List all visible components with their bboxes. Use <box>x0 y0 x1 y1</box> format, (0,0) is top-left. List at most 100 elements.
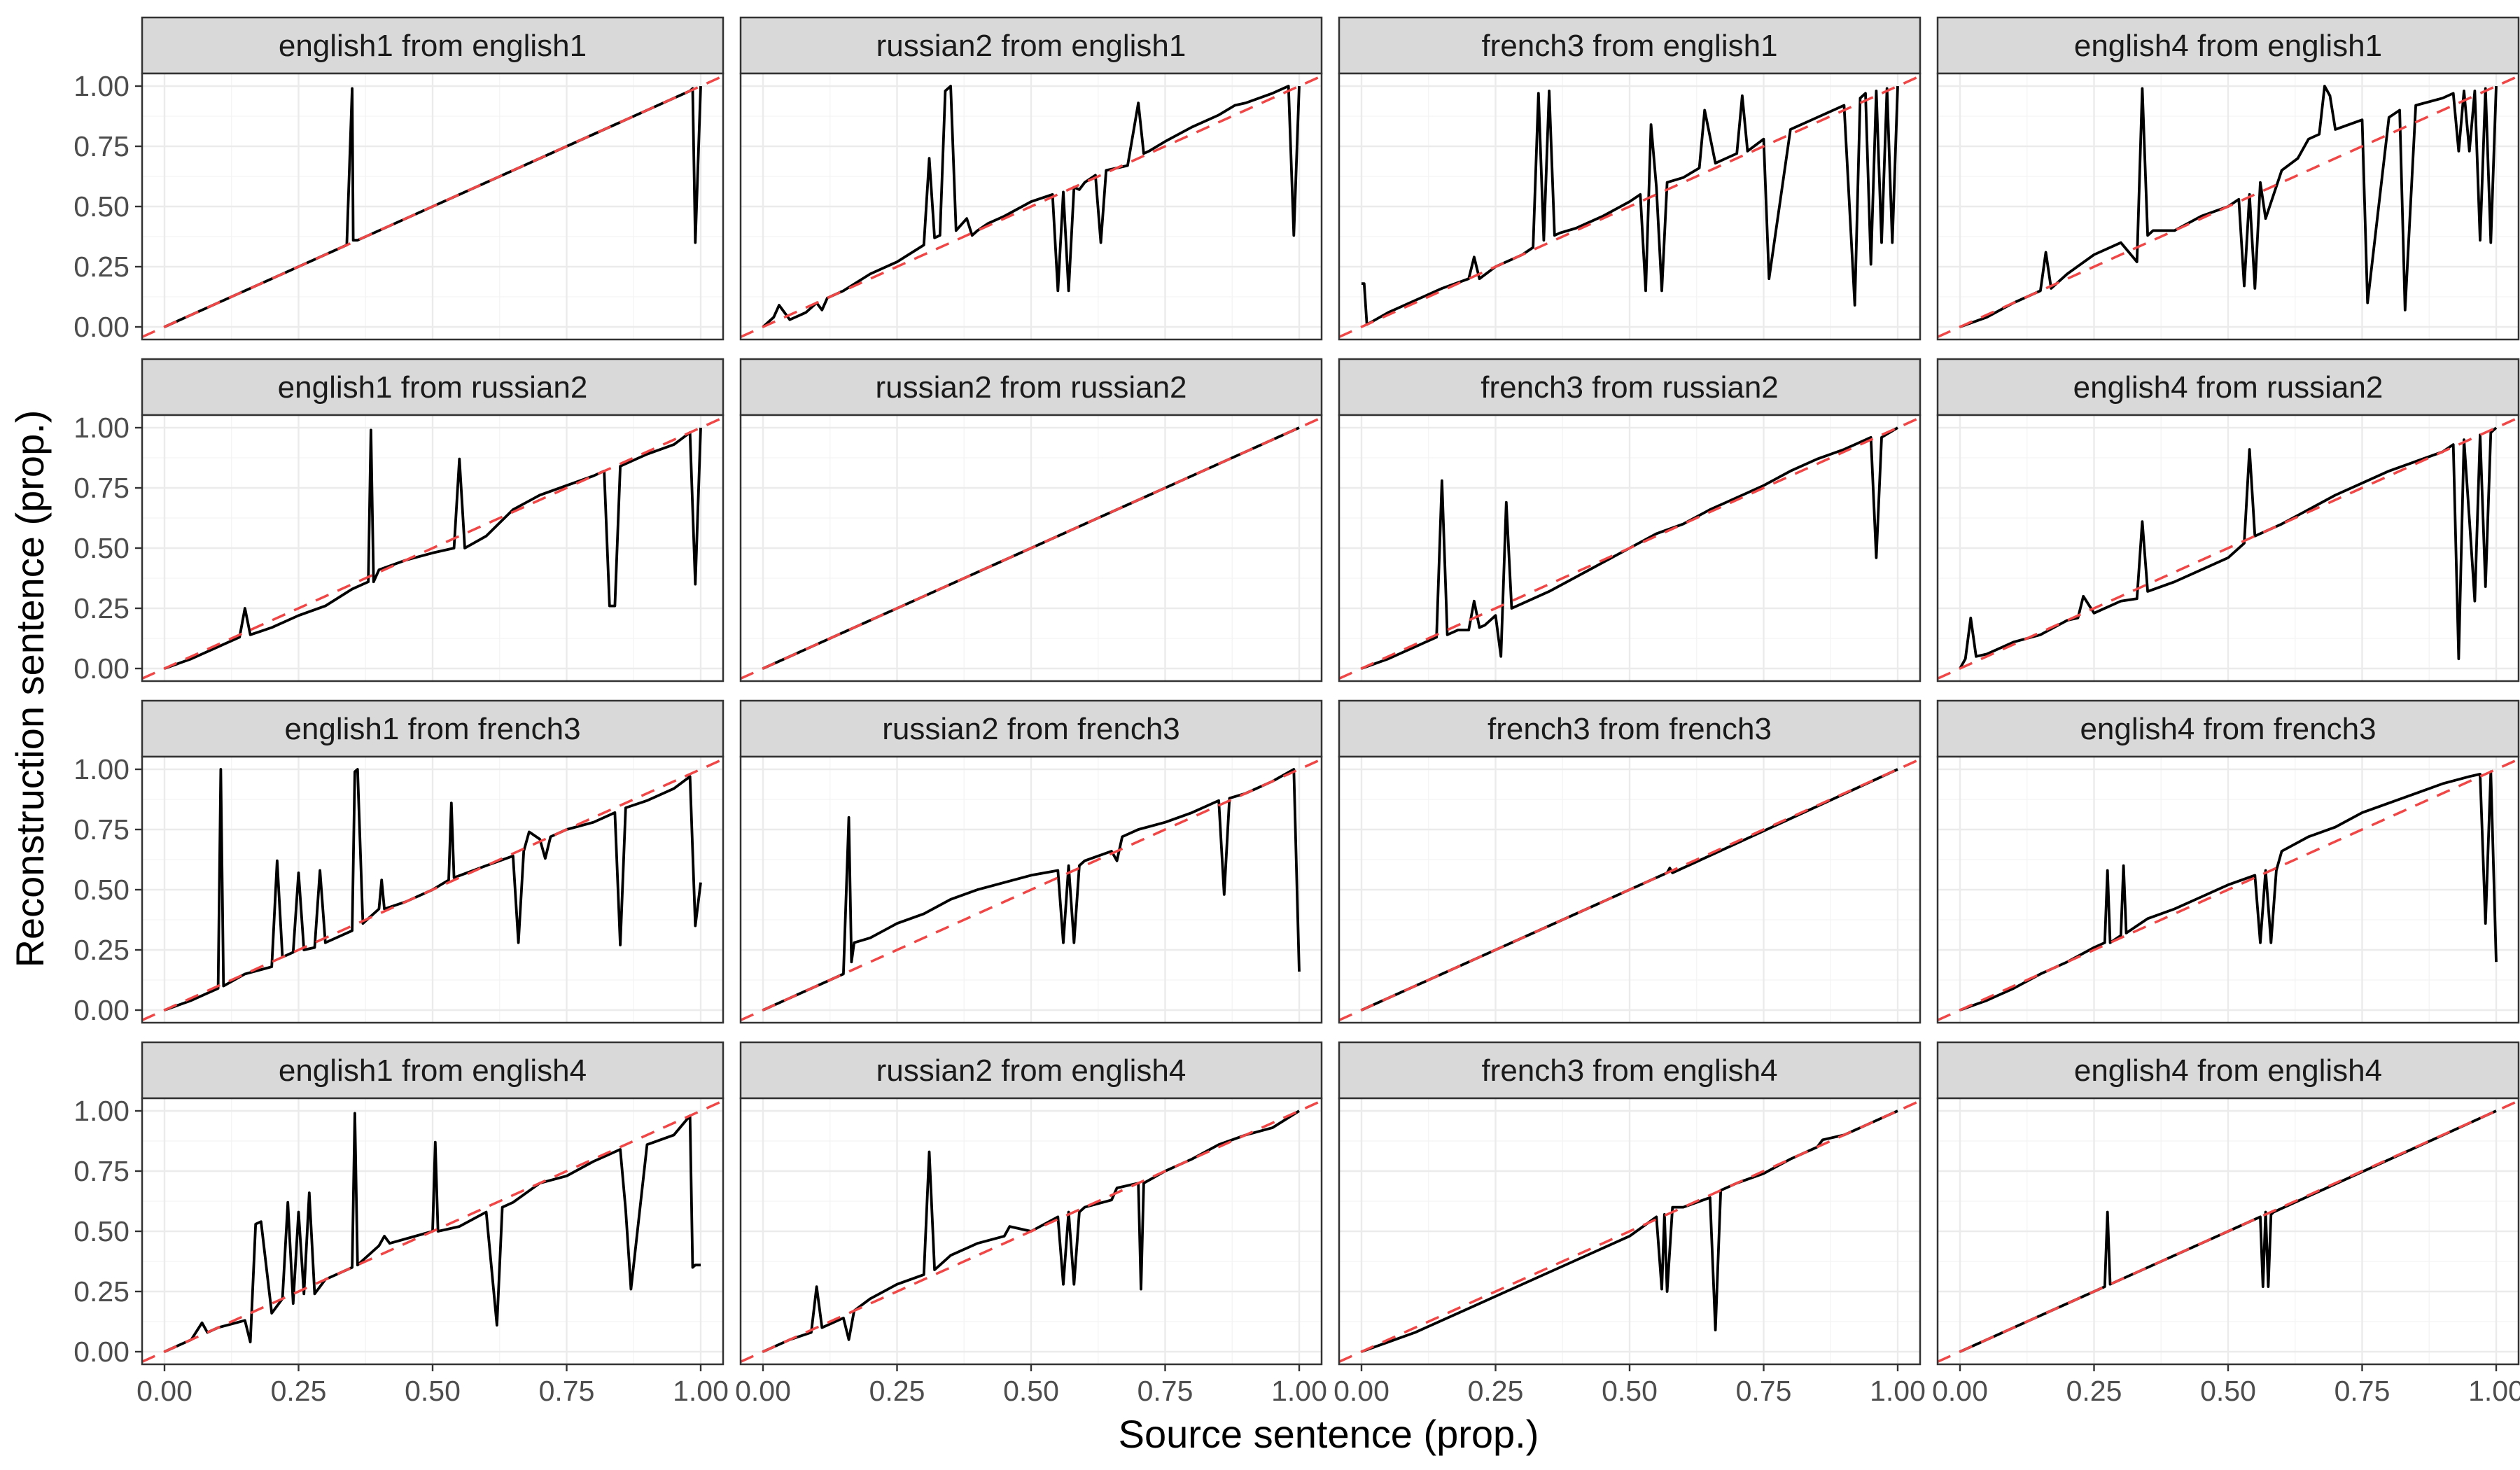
x-tick-label: 0.75 <box>539 1375 595 1407</box>
y-tick-label: 0.75 <box>74 130 130 162</box>
x-tick-label: 0.00 <box>136 1375 192 1407</box>
panel-border <box>1338 72 1921 341</box>
y-tick-label: 0.25 <box>74 934 130 966</box>
series-line <box>762 768 1301 1011</box>
x-tick-label: 0.00 <box>735 1375 791 1407</box>
y-tick-label: 0.00 <box>74 311 130 343</box>
facet-strip-label: english4 from russian2 <box>2073 370 2384 405</box>
facet-panel-3: french3 from english1 <box>1338 16 1921 341</box>
facet-strip-label: russian2 from english1 <box>876 29 1186 63</box>
facet-strip-label: english4 from english4 <box>2074 1054 2382 1088</box>
y-tick-label: 0.00 <box>74 652 130 685</box>
facet-panel-6: russian2 from russian2 <box>739 358 1323 682</box>
panel-border <box>739 414 1323 682</box>
facet-strip-label: english1 from english1 <box>279 29 587 63</box>
facet-strip <box>1338 358 1921 416</box>
panel-border <box>1936 414 2520 682</box>
series-line <box>1959 426 2498 669</box>
facet-panel-15: french3 from english4 0.00 0.25 0.50 0.75 1.0… <box>1334 1041 1926 1407</box>
series-line <box>1959 1110 2497 1353</box>
facet-panel-14: russian2 from english4 0.00 0.25 0.50 0.75 1.… <box>735 1041 1327 1407</box>
reference-line <box>1338 1100 1921 1363</box>
reference-line <box>740 758 1322 1021</box>
facet-panel-9: english1 from french3 0.00 0.25 0.50 0.75 1.0… <box>74 699 724 1026</box>
x-tick-label: 0.50 <box>2200 1375 2256 1407</box>
facet-panel-8: english4 from russian2 <box>1936 358 2520 682</box>
facet-panel-7: french3 from russian2 <box>1338 358 1921 682</box>
series-line <box>762 85 1301 328</box>
facet-panel-16: english4 from english4 0.00 0.25 0.50 0.75 1.… <box>1932 1041 2520 1407</box>
series-line <box>164 85 702 328</box>
reference-line <box>740 75 1322 338</box>
facet-strip <box>141 358 724 416</box>
facet-strip-label: english1 from english4 <box>279 1054 587 1088</box>
facet-strip-label: french3 from russian2 <box>1480 370 1779 405</box>
reference-line <box>141 416 724 680</box>
y-axis-title: Reconstruction sentence (prop.) <box>8 410 52 968</box>
facet-strip-label: english4 from english1 <box>2074 29 2382 63</box>
facet-panel-4: english4 from english1 <box>1936 16 2520 341</box>
series-line <box>1361 426 1898 670</box>
reference-line <box>1937 758 2519 1021</box>
facet-strip <box>739 699 1323 758</box>
x-tick-label: 0.25 <box>1468 1375 1524 1407</box>
facet-strip-label: russian2 from russian2 <box>875 370 1186 405</box>
reference-line <box>141 758 724 1021</box>
y-tick-label: 1.00 <box>74 753 130 785</box>
facet-strip <box>1338 1041 1921 1100</box>
facet-panel-13: english1 from english4 0.00 0.25 0.50 0.75 1.… <box>74 1041 729 1407</box>
x-tick-label: 0.00 <box>1334 1375 1390 1407</box>
x-tick-label: 0.75 <box>2334 1375 2390 1407</box>
x-axis-title: Source sentence (prop.) <box>1119 1412 1539 1456</box>
reference-line <box>1338 75 1921 338</box>
facet-strip <box>141 699 724 758</box>
panel-border <box>1936 755 2520 1024</box>
reference-line <box>740 416 1322 680</box>
facet-strip-label: english4 from french3 <box>2080 712 2376 746</box>
y-tick-label: 0.00 <box>74 1336 130 1368</box>
facet-strip-label: french3 from french3 <box>1488 712 1772 746</box>
reference-line <box>740 1100 1322 1363</box>
y-tick-label: 1.00 <box>74 1095 130 1127</box>
facet-strip <box>1338 16 1921 75</box>
series-line <box>164 1112 701 1353</box>
facet-strip <box>1936 1041 2520 1100</box>
series-line <box>1959 770 2498 1011</box>
y-tick-label: 0.25 <box>74 1275 130 1308</box>
facet-strip-label: russian2 from english4 <box>876 1054 1186 1088</box>
facet-panel-5: english1 from russian2 0.00 0.25 0.50 0.75 1.… <box>74 358 724 685</box>
reference-line <box>1338 758 1921 1021</box>
facet-panel-12: english4 from french3 <box>1936 699 2520 1024</box>
panel-border <box>1338 755 1921 1024</box>
y-tick-label: 0.50 <box>74 532 130 564</box>
reference-line <box>1937 1100 2519 1363</box>
facet-strip <box>1936 16 2520 75</box>
facet-strip <box>1338 699 1921 758</box>
panel-border <box>1338 414 1921 682</box>
y-tick-label: 0.25 <box>74 251 130 283</box>
facet-strip-label: english1 from russian2 <box>278 370 588 405</box>
series-line <box>762 1110 1301 1353</box>
reference-line <box>141 75 724 338</box>
facet-strip-label: russian2 from french3 <box>882 712 1180 746</box>
reference-line <box>1338 416 1921 680</box>
series-line <box>1959 85 2498 328</box>
x-tick-label: 0.75 <box>1736 1375 1792 1407</box>
facet-strip-label: english1 from french3 <box>284 712 580 746</box>
facet-strip <box>739 1041 1323 1100</box>
y-tick-label: 0.50 <box>74 874 130 906</box>
facet-strip <box>739 358 1323 416</box>
y-tick-label: 1.00 <box>74 412 130 444</box>
y-tick-label: 0.00 <box>74 994 130 1026</box>
y-tick-label: 0.25 <box>74 592 130 624</box>
facet-strip-label: french3 from english1 <box>1481 29 1777 63</box>
facet-strip <box>141 1041 724 1100</box>
x-tick-label: 1.00 <box>2468 1375 2520 1407</box>
x-tick-label: 0.00 <box>1932 1375 1988 1407</box>
x-tick-label: 0.25 <box>2066 1375 2122 1407</box>
reference-line <box>1937 75 2519 338</box>
x-tick-label: 0.50 <box>1602 1375 1658 1407</box>
facet-panel-2: russian2 from english1 <box>739 16 1323 341</box>
facet-panel-11: french3 from french3 <box>1338 699 1921 1024</box>
y-tick-label: 0.75 <box>74 813 130 846</box>
